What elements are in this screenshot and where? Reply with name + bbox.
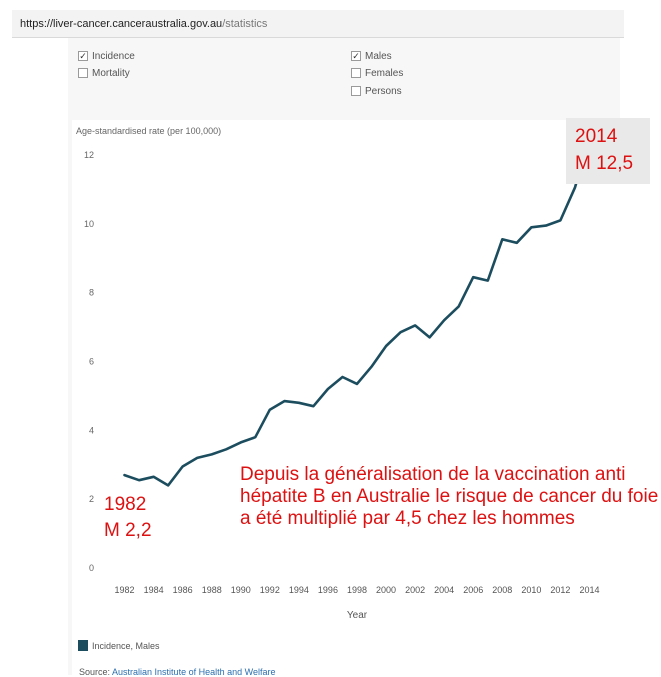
- checkbox-box[interactable]: [78, 68, 88, 78]
- y-tick-label: 10: [84, 219, 94, 229]
- chart-legend: Incidence, Males: [78, 640, 160, 651]
- x-tick-label: 2002: [405, 585, 425, 595]
- checkbox-label: Incidence: [92, 50, 135, 62]
- annotation-2014: 2014 M 12,5: [566, 118, 650, 184]
- legend-label: Incidence, Males: [92, 640, 160, 651]
- y-axis-title: Age-standardised rate (per 100,000): [76, 126, 221, 136]
- y-tick-label: 2: [89, 494, 94, 504]
- annotation-1982: 1982 M 2,2: [104, 492, 152, 544]
- checkbox-box[interactable]: ✓: [351, 51, 361, 61]
- x-tick-label: 1986: [173, 585, 193, 595]
- x-tick-label: 2008: [492, 585, 512, 595]
- address-bar[interactable]: https://liver-cancer.canceraustralia.gov…: [12, 10, 624, 38]
- x-tick-label: 1996: [318, 585, 338, 595]
- line-chart: Age-standardised rate (per 100,000) 0 2 4 6 8…: [76, 126, 599, 621]
- x-tick-label: 1984: [144, 585, 164, 595]
- chart-area: Age-standardised rate (per 100,000) 0 2 4 6 8…: [72, 120, 620, 675]
- check-icon: ✓: [79, 51, 87, 61]
- check-icon: ✓: [352, 51, 360, 61]
- series-line-incidence-males: [123, 136, 591, 487]
- annotation-1982-value: M 2,2: [104, 520, 152, 541]
- x-tick-label: 1992: [260, 585, 280, 595]
- source-prefix: Source:: [79, 667, 113, 677]
- source-link[interactable]: Australian Institute of Health and Welfa…: [112, 667, 276, 677]
- x-tick-label: 2014: [579, 585, 599, 595]
- checkbox-label: Males: [365, 50, 392, 62]
- annotation-2014-value: M 12,5: [575, 153, 634, 174]
- url-path: /statistics: [222, 18, 268, 30]
- x-tick-label: 2004: [434, 585, 454, 595]
- x-axis-title: Year: [347, 610, 368, 621]
- checkbox-box[interactable]: ✓: [78, 51, 88, 61]
- filter-panel: ✓ Incidence Mortality ✓ Males Females Pe…: [68, 38, 620, 120]
- checkbox-mortality[interactable]: Mortality: [78, 66, 130, 80]
- y-tick-label: 4: [89, 425, 94, 435]
- x-tick-label: 2012: [550, 585, 570, 595]
- x-tick-label: 1988: [202, 585, 222, 595]
- checkbox-females[interactable]: Females: [351, 66, 403, 80]
- x-tick-label: 2000: [376, 585, 396, 595]
- annotation-message: Depuis la généralisation de la vaccinati…: [240, 464, 659, 529]
- x-tick-label: 1990: [231, 585, 251, 595]
- checkbox-box[interactable]: [351, 86, 361, 96]
- x-tick-label: 2006: [463, 585, 483, 595]
- annotation-1982-year: 1982: [104, 494, 147, 515]
- y-tick-label: 12: [84, 150, 94, 160]
- checkbox-box[interactable]: [351, 68, 361, 78]
- checkbox-incidence[interactable]: ✓ Incidence: [78, 49, 135, 63]
- y-tick-label: 6: [89, 357, 94, 367]
- x-tick-label: 2010: [521, 585, 541, 595]
- checkbox-label: Females: [365, 67, 404, 79]
- url-host: https://liver-cancer.canceraustralia.gov…: [20, 18, 223, 30]
- checkbox-males[interactable]: ✓ Males: [351, 49, 392, 63]
- source-note: Source: Australian Institute of Health a…: [79, 667, 275, 677]
- checkbox-persons[interactable]: Persons: [351, 84, 402, 98]
- x-tick-label: 1994: [289, 585, 309, 595]
- y-tick-label: 0: [89, 563, 94, 573]
- checkbox-label: Persons: [365, 85, 402, 97]
- checkbox-label: Mortality: [92, 67, 130, 79]
- legend-swatch: [78, 640, 88, 651]
- x-tick-label: 1982: [115, 585, 135, 595]
- annotation-2014-year: 2014: [575, 126, 618, 147]
- y-tick-label: 8: [89, 288, 94, 298]
- x-tick-label: 1998: [347, 585, 367, 595]
